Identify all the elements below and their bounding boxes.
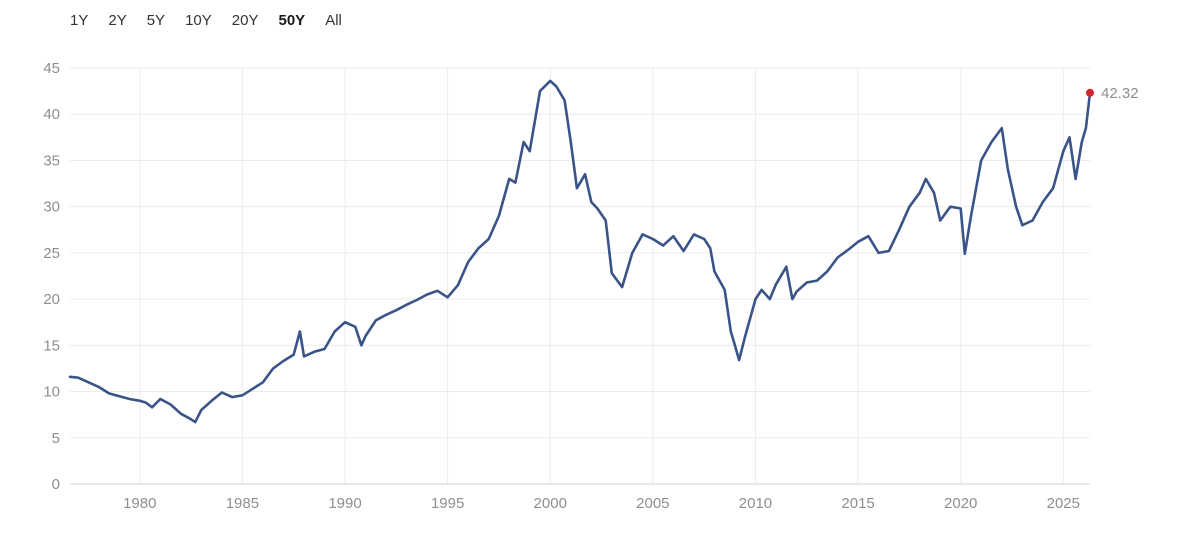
x-tick-label: 1995 xyxy=(431,495,464,512)
range-1y-button[interactable]: 1Y xyxy=(60,8,98,32)
last-value-marker-group: 42.32 xyxy=(1086,85,1139,102)
y-tick-label: 15 xyxy=(43,337,60,354)
x-tick-label: 2005 xyxy=(636,495,669,512)
x-tick-label: 2020 xyxy=(944,495,977,512)
y-tick-label: 25 xyxy=(43,245,60,262)
y-tick-label: 40 xyxy=(43,106,60,123)
x-tick-label: 1980 xyxy=(123,495,156,512)
y-tick-label: 35 xyxy=(43,152,60,169)
y-tick-label: 20 xyxy=(43,291,60,308)
series-line xyxy=(68,79,1092,424)
range-2y-button[interactable]: 2Y xyxy=(98,8,136,32)
x-tick-label: 1985 xyxy=(226,495,259,512)
last-value-dot xyxy=(1086,88,1094,97)
x-tick-label: 2015 xyxy=(841,495,874,512)
y-tick-label: 45 xyxy=(43,60,60,77)
y-tick-label: 30 xyxy=(43,199,60,216)
grid xyxy=(70,67,1090,484)
last-value-label: 42.32 xyxy=(1101,85,1139,102)
y-tick-label: 5 xyxy=(52,430,60,447)
series-layer xyxy=(68,79,1092,424)
range-20y-button[interactable]: 20Y xyxy=(222,8,269,32)
x-tick-label: 2025 xyxy=(1047,495,1080,512)
range-all-button[interactable]: All xyxy=(315,8,352,32)
x-tick-label: 2000 xyxy=(534,495,567,512)
x-tick-label: 2010 xyxy=(739,495,772,512)
y-tick-label: 10 xyxy=(43,384,60,401)
range-50y-button[interactable]: 50Y xyxy=(268,8,315,32)
y-tick-label: 0 xyxy=(52,476,60,493)
range-10y-button[interactable]: 10Y xyxy=(175,8,222,32)
range-5y-button[interactable]: 5Y xyxy=(137,8,175,32)
x-tick-label: 1990 xyxy=(328,495,361,512)
range-selector: 1Y 2Y 5Y 10Y 20Y 50Y All xyxy=(60,8,352,32)
